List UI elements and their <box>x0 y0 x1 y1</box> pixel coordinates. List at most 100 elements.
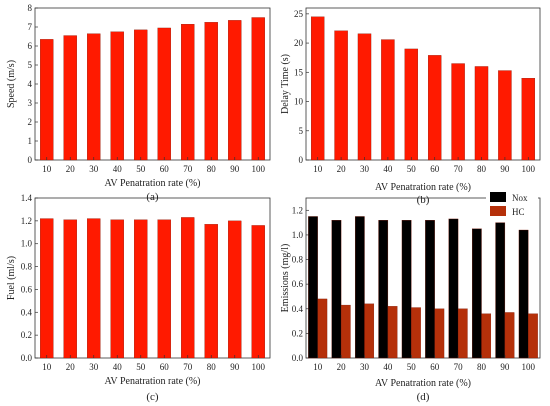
bar <box>378 220 389 359</box>
bar <box>401 220 412 359</box>
y-tick-label: 10 <box>294 97 304 107</box>
bar <box>334 30 348 161</box>
x-tick-label: 50 <box>136 164 146 174</box>
y-tick-label: 3 <box>28 98 33 108</box>
bar <box>310 16 325 161</box>
y-tick-label: 0.4 <box>21 307 33 317</box>
x-tick-label: 10 <box>42 362 52 372</box>
y-axis-label: Fuel (ml/s) <box>6 256 17 300</box>
bar <box>157 219 171 359</box>
x-tick-label: 20 <box>337 362 347 372</box>
y-axis-label: Emissions (mg/l) <box>280 244 291 313</box>
x-tick-label: 20 <box>337 164 347 174</box>
legend-swatch <box>490 192 506 202</box>
bar <box>474 66 489 161</box>
bar <box>340 304 351 359</box>
y-tick-label: 0.8 <box>21 262 33 272</box>
bar <box>528 313 538 359</box>
chart-speed: 0 1 2 3 4 5 6 7 8 10 20 30 40 50 60 70 80 90 100 AV Penatra… <box>6 3 271 203</box>
y-tick-label: 0 <box>299 155 304 165</box>
bar <box>357 33 372 161</box>
x-tick-label: 50 <box>407 362 417 372</box>
bar <box>404 48 419 161</box>
bar <box>63 219 77 359</box>
bar <box>518 229 529 359</box>
panel-label: (b) <box>417 194 430 206</box>
bar <box>434 308 445 359</box>
bar <box>110 31 124 161</box>
x-tick-label: 80 <box>477 164 487 174</box>
y-tick-label: 1.2 <box>292 205 303 215</box>
legend-swatch <box>490 206 506 216</box>
bar <box>504 312 515 359</box>
y-tick-label: 0 <box>28 155 33 165</box>
x-tick-label: 40 <box>383 362 393 372</box>
bar <box>498 70 512 161</box>
bar <box>521 78 536 161</box>
bar <box>451 63 465 161</box>
x-tick-label: 20 <box>66 362 76 372</box>
y-tick-label: 2 <box>28 117 33 127</box>
plot-frame <box>305 197 541 359</box>
bar <box>354 216 365 359</box>
bar <box>251 225 265 359</box>
plot-frame <box>305 7 541 161</box>
x-tick-label: 60 <box>160 362 170 372</box>
x-tick-label: 30 <box>360 362 370 372</box>
y-tick-label: 7 <box>28 22 33 32</box>
x-tick-label: 90 <box>500 362 510 372</box>
x-tick-label: 20 <box>66 164 76 174</box>
bar <box>204 22 218 161</box>
bar <box>228 20 242 161</box>
panel-label: (c) <box>146 391 159 403</box>
bar <box>308 216 318 359</box>
legend-entry: Nox <box>512 193 528 203</box>
x-tick-label: 70 <box>454 362 464 372</box>
x-tick-label: 30 <box>360 164 370 174</box>
y-tick-label: 0.0 <box>21 353 33 363</box>
x-tick-label: 70 <box>183 164 193 174</box>
x-tick-label: 100 <box>252 362 266 372</box>
chart-delay-time: 0 5 10 15 20 25 10 20 30 40 50 60 70 80 90 100 AV Penatr… <box>280 7 541 206</box>
y-tick-label: 8 <box>28 3 33 13</box>
y-axis-label: Delay Time (s) <box>280 54 291 114</box>
x-tick-label: 40 <box>113 362 123 372</box>
bar <box>495 222 506 359</box>
bar <box>331 220 342 359</box>
bar <box>40 39 54 161</box>
x-tick-label: 80 <box>207 164 217 174</box>
y-tick-label: 5 <box>299 126 304 136</box>
x-tick-label: 50 <box>407 164 417 174</box>
x-tick-label: 60 <box>430 362 440 372</box>
chart-fuel: 0.0 0.2 0.4 0.6 0.8 1.0 1.2 1.4 10 20 30 40 50 60 70 80… <box>6 193 271 403</box>
y-tick-label: 1.2 <box>21 216 32 226</box>
x-tick-label: 10 <box>42 164 52 174</box>
y-tick-label: 6 <box>28 41 33 51</box>
x-tick-label: 90 <box>500 164 510 174</box>
y-tick-label: 15 <box>294 67 304 77</box>
bar <box>481 313 492 359</box>
bar <box>181 23 195 161</box>
bar <box>448 218 459 359</box>
bar <box>317 298 328 359</box>
x-tick-label: 10 <box>313 164 323 174</box>
y-tick-label: 20 <box>294 38 304 48</box>
y-tick-label: 1.0 <box>21 239 33 249</box>
x-tick-label: 30 <box>89 362 99 372</box>
x-tick-label: 70 <box>454 164 464 174</box>
x-tick-label: 90 <box>230 362 240 372</box>
y-axis-label: Speed (m/s) <box>6 60 17 108</box>
x-tick-label: 100 <box>252 164 266 174</box>
x-tick-label: 40 <box>383 164 393 174</box>
y-tick-label: 1.4 <box>21 193 33 203</box>
panel-label: (d) <box>417 391 430 403</box>
bar <box>364 303 375 359</box>
y-tick-label: 0.2 <box>292 328 303 338</box>
x-tick-label: 10 <box>313 362 323 372</box>
x-tick-label: 40 <box>113 164 123 174</box>
y-tick-label: 25 <box>294 9 304 19</box>
chart-emissions: 0.0 0.2 0.4 0.6 0.8 1.0 1.2 10 20 30 40 50 60 70 80 90 1… <box>280 190 541 403</box>
bar <box>457 308 468 359</box>
x-tick-label: 60 <box>430 164 440 174</box>
